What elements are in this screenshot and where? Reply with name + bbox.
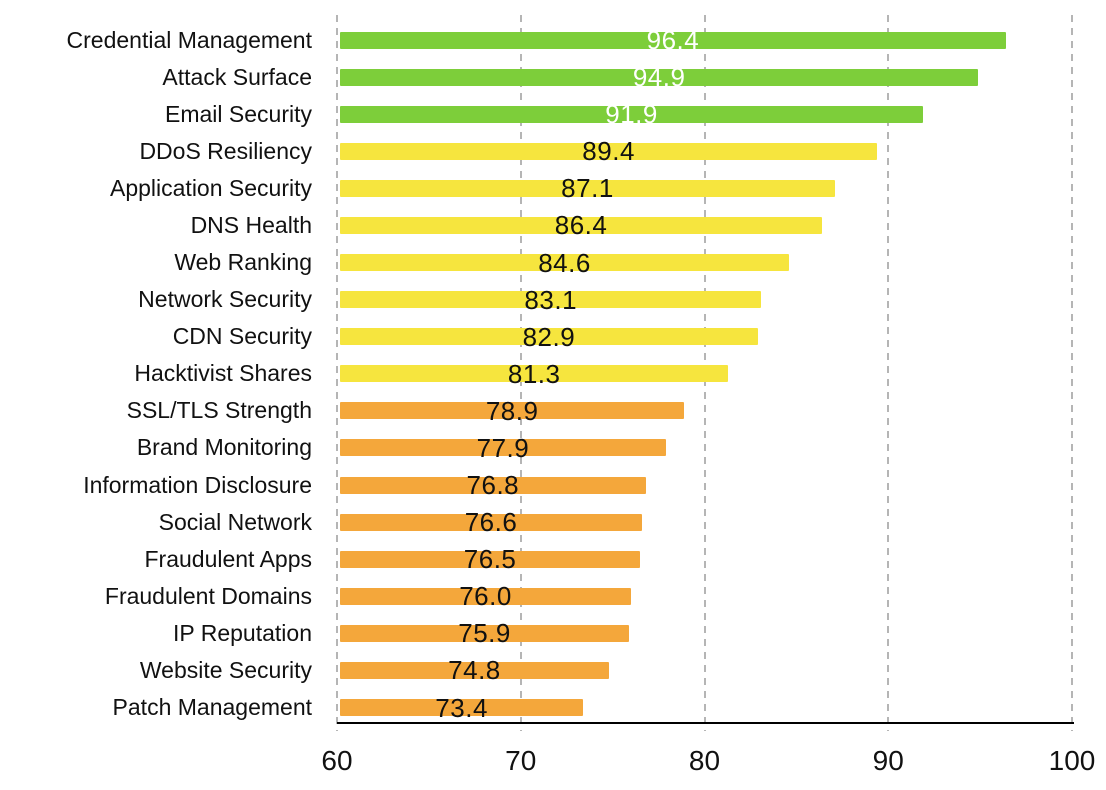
- value-label: 96.4: [646, 25, 700, 55]
- value-label: 86.4: [554, 210, 608, 241]
- x-tick-label: 100: [1048, 745, 1096, 776]
- category-label: CDN Security: [172, 323, 312, 350]
- value-label: 77.9: [476, 432, 530, 463]
- category-label: Application Security: [110, 174, 312, 201]
- category-label: Brand Monitoring: [136, 434, 312, 461]
- category-label: Information Disclosure: [83, 471, 312, 498]
- category-label: SSL/TLS Strength: [126, 397, 312, 424]
- gridline-x-100: [1071, 15, 1073, 731]
- bar-orange: [340, 513, 643, 531]
- x-tick-label: 80: [688, 745, 721, 776]
- x-tick-label: 90: [872, 745, 904, 776]
- x-tick-label: 70: [505, 745, 537, 776]
- value-label: 89.4: [582, 136, 635, 167]
- category-label: IP Reputation: [173, 619, 312, 646]
- x-axis-line: [337, 722, 1074, 724]
- gridline-x-90: [887, 15, 890, 731]
- bar-orange: [340, 550, 641, 568]
- category-label: Hacktivist Shares: [134, 360, 312, 387]
- category-label: Website Security: [139, 656, 312, 683]
- value-label: 74.8: [448, 655, 501, 686]
- category-label: Patch Management: [112, 694, 312, 720]
- category-label: Web Ranking: [174, 249, 312, 275]
- bar-green: [340, 31, 1006, 49]
- value-label: 94.9: [632, 62, 686, 93]
- value-label: 73.4: [435, 692, 488, 723]
- value-label: 75.9: [458, 618, 511, 649]
- category-label: Fraudulent Domains: [104, 582, 312, 609]
- value-label: 84.6: [538, 247, 591, 278]
- value-label: 76.6: [464, 507, 518, 538]
- bar-yellow: [340, 142, 878, 160]
- value-label: 91.9: [605, 99, 658, 130]
- value-label: 82.9: [522, 321, 576, 352]
- bar-orange: [340, 402, 685, 420]
- bar-orange: [340, 587, 631, 605]
- x-tick-label: 60: [321, 745, 353, 776]
- bar-green: [340, 68, 979, 86]
- gridline-x-60: [336, 15, 338, 731]
- category-label: Fraudulent Apps: [144, 545, 312, 572]
- category-label: Attack Surface: [162, 63, 312, 90]
- value-label: 76.8: [466, 470, 520, 500]
- bar-yellow: [340, 254, 790, 271]
- bar-orange: [340, 661, 609, 679]
- bar-green: [340, 105, 924, 123]
- value-label: 87.1: [561, 173, 614, 204]
- bar-orange: [340, 476, 646, 494]
- bar-orange: [340, 439, 666, 457]
- bar-yellow: [340, 328, 758, 346]
- value-label: 78.9: [485, 395, 539, 426]
- category-label: DDoS Resiliency: [139, 137, 312, 164]
- category-label: Network Security: [138, 286, 312, 313]
- category-label: Credential Management: [66, 26, 312, 53]
- bar-yellow: [340, 216, 823, 234]
- value-label: 81.3: [507, 358, 561, 389]
- category-label: Email Security: [165, 100, 312, 127]
- value-label: 76.5: [463, 544, 517, 575]
- value-label: 76.0: [459, 581, 512, 612]
- bar-yellow: [340, 179, 835, 197]
- bar-yellow: [340, 365, 729, 383]
- bar-yellow: [340, 291, 762, 309]
- bar-orange: [340, 624, 630, 642]
- value-label: 83.1: [524, 284, 578, 315]
- category-label: Social Network: [158, 508, 312, 535]
- bar-orange: [340, 699, 584, 716]
- category-label: DNS Health: [190, 211, 312, 238]
